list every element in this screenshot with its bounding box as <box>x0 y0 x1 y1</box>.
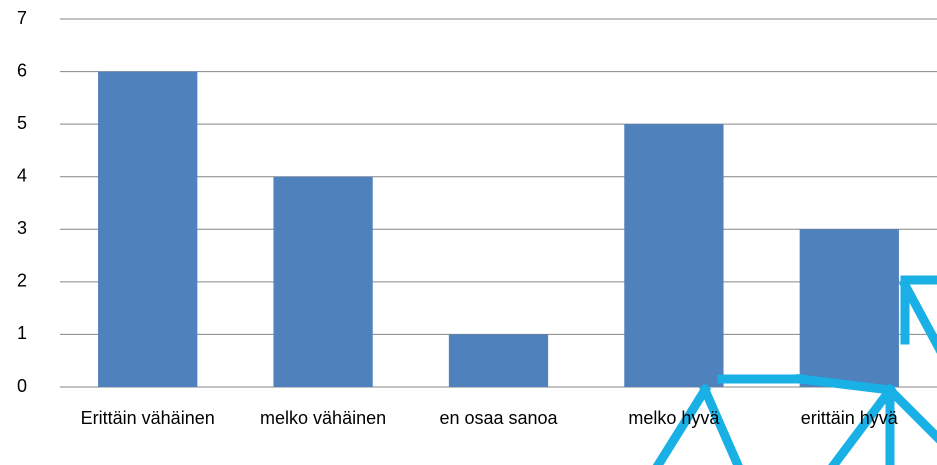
x-tick-label: en osaa sanoa <box>408 405 589 431</box>
x-tick-label: melko vähäinen <box>232 405 413 431</box>
bar <box>800 229 899 387</box>
y-tick-label: 4 <box>17 165 27 185</box>
y-tick-label: 3 <box>17 218 27 238</box>
bar <box>273 177 372 387</box>
y-tick-label: 5 <box>17 113 27 133</box>
x-tick-label: erittäin hyvä <box>759 405 937 431</box>
y-tick-label: 1 <box>17 323 27 343</box>
y-tick-label: 7 <box>17 8 27 28</box>
y-tick-label: 0 <box>17 376 27 396</box>
chart: 0 1 2 3 4 5 6 7 Erittäin vähäinenmelko vähäinen… <box>0 0 937 465</box>
x-tick-label: Erittäin vähäinen <box>57 405 238 431</box>
y-tick-label: 2 <box>17 271 27 291</box>
bar <box>624 124 723 387</box>
x-tick-label: melko hyvä <box>583 405 764 431</box>
bar <box>98 72 197 387</box>
chart-svg: 0 1 2 3 4 5 6 7 <box>0 0 937 465</box>
y-tick-label: 6 <box>17 60 27 80</box>
bar <box>449 334 548 387</box>
